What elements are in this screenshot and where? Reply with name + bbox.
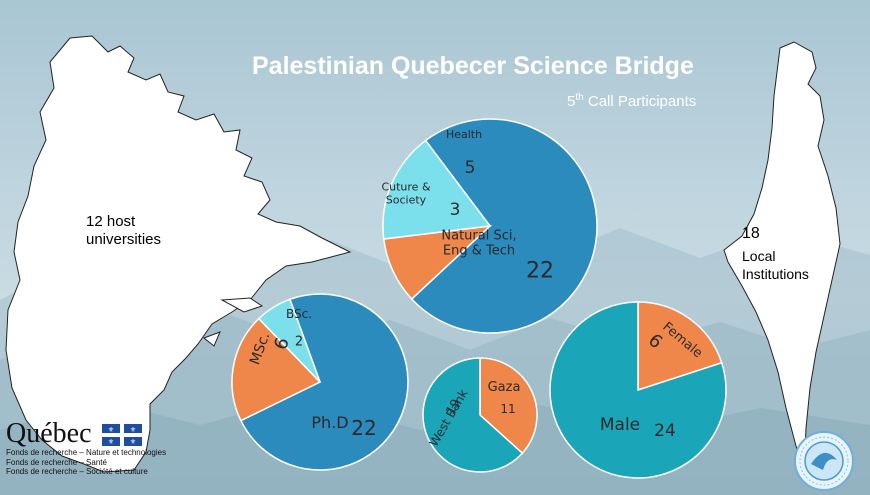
pie-gender-slice-1	[549, 301, 727, 479]
pie-field-label-2-value: 5	[465, 158, 476, 178]
logo-line-3: Fonds de recherche – Société et culture	[6, 467, 148, 476]
pie-field-label-1-value: 3	[450, 200, 461, 220]
pie-degree-slice-1	[231, 317, 322, 422]
pie-field-label-0-value: 22	[526, 259, 554, 284]
pie-field-label-1: Cuture &Society 3	[381, 181, 460, 220]
pie-degree-label-0-value: 22	[351, 416, 376, 440]
pie-gender-slice-0	[637, 301, 723, 392]
quebec-logo-word: Québec	[6, 418, 92, 449]
page-title: Palestinian Quebecer Science Bridge	[252, 52, 694, 80]
pie-field-label-2-name-0: Health	[446, 128, 482, 141]
pie-gender-label-1-value: 24	[654, 421, 676, 441]
pie-field-slice-0	[410, 118, 598, 334]
pie-degree-slice-0	[239, 293, 409, 471]
subtitle-number: 5	[567, 93, 576, 110]
pie-region-slice-0	[479, 357, 538, 455]
pie-field-label-2: Health 5	[446, 128, 482, 178]
palestine-label-count: 18	[742, 225, 760, 242]
pie-region-label-0: Gaza 11	[488, 380, 521, 416]
pie-degree-slice-2	[257, 298, 321, 383]
subtitle-text: Call Participants	[583, 93, 697, 110]
page-subtitle: 5th Call Participants	[567, 92, 696, 110]
pie-field-label-0-name-0: Natural Sci,	[441, 229, 516, 244]
pie-degree-label-2-value: 2	[295, 335, 303, 350]
pie-gender-label-1-name-0: Male	[600, 415, 640, 435]
logo-line-1: Fonds de recherche – Nature et technolog…	[6, 448, 167, 457]
quebec-label-line2: universities	[86, 231, 162, 248]
pie-degree-label-0-name-0: Ph.D	[311, 413, 348, 432]
svg-text:⚜: ⚜	[108, 438, 114, 446]
pie-region-label-0-value: 11	[500, 402, 515, 416]
subtitle-superscript: th	[575, 92, 584, 103]
pie-region-label-0-name-0: Gaza	[488, 380, 521, 395]
palestine-label: 18 Local Institutions	[742, 225, 809, 283]
quebec-label-line1: 12 host	[86, 213, 136, 230]
pie-region-label-1-value: 19	[443, 397, 463, 417]
quebec-map	[5, 35, 352, 473]
pie-field-slice-2	[382, 139, 492, 240]
quebec-label: 12 host universities	[86, 213, 161, 249]
svg-text:⚜: ⚜	[108, 426, 114, 434]
pie-field-label-0-name-1: Eng & Tech	[443, 244, 515, 259]
palestine-label-line1: Local	[742, 248, 776, 264]
pie-gender-label-1: Male 24	[600, 415, 676, 441]
pie-field-label-1-name-1: Society	[386, 194, 427, 207]
pie-degree-label-2-name-0: BSc.	[286, 307, 312, 321]
pie-degree-label-2: BSc. 2	[286, 307, 312, 350]
fleur-de-lis-flag-icon: ⚜ ⚜ ⚜ ⚜	[101, 424, 142, 446]
svg-text:⚜: ⚜	[130, 438, 136, 446]
pie-region-slice-1	[422, 357, 524, 473]
svg-text:⚜: ⚜	[130, 426, 136, 434]
quebec-logo: Québec ⚜ ⚜ ⚜ ⚜ Fonds de recherche – Natu…	[6, 420, 166, 477]
logo-line-2: Fonds de recherche – Santé	[6, 457, 107, 467]
pie-field-label-0: Natural Sci,Eng & Tech 22	[441, 229, 554, 284]
pie-field-label-1-name-0: Cuture &	[381, 181, 430, 194]
palestine-label-line2: Institutions	[742, 266, 809, 282]
university-seal-logo	[794, 431, 854, 491]
pie-degree-label-0: Ph.D 22	[311, 413, 376, 440]
